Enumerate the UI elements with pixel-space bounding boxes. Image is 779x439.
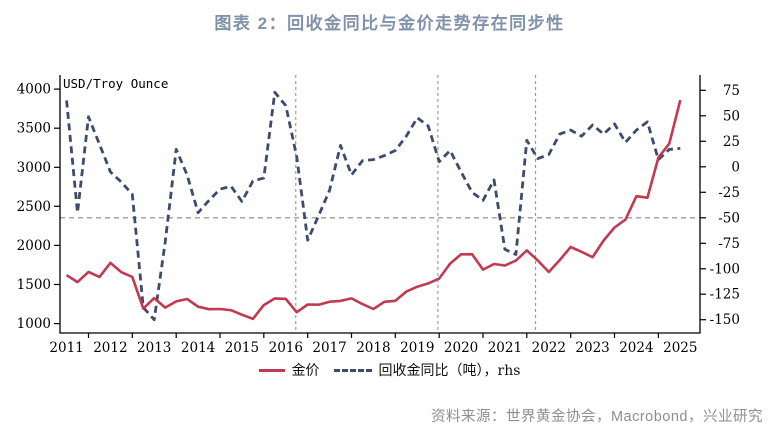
right-axis-tick-label: -75: [718, 236, 740, 252]
x-axis-year-label: 2013: [137, 340, 171, 356]
right-axis-tick-label: -25: [718, 185, 740, 201]
left-axis-tick-label: 2000: [17, 238, 51, 254]
left-axis-tick-label: 1000: [17, 316, 51, 332]
x-axis-year-label: 2014: [181, 340, 215, 356]
x-axis-year-label: 2017: [312, 340, 346, 356]
recycled-line-swatch-icon: [333, 368, 372, 372]
right-axis-tick-label: -150: [710, 312, 740, 328]
x-axis-year-label: 2012: [93, 340, 127, 356]
x-axis-year-label: 2025: [663, 340, 697, 356]
source-credit: 资料来源：世界黄金协会，Macrobond，兴业研究: [430, 409, 763, 425]
x-axis-year-label: 2011: [49, 340, 83, 356]
left-axis-tick-label: 3000: [17, 160, 51, 176]
left-axis-tick-label: 2500: [17, 199, 51, 215]
x-axis-year-label: 2022: [532, 340, 566, 356]
chart-title: 图表 2：回收金同比与金价走势存在同步性: [214, 14, 565, 33]
right-axis-tick-label: 75: [723, 83, 740, 99]
left-axis-tick-label: 3500: [17, 121, 51, 137]
right-axis-tick-label: 0: [731, 159, 740, 175]
left-axis-tick-label: 4000: [17, 82, 51, 98]
chart-legend: 金价 回收金同比（吨），rhs: [0, 360, 779, 380]
left-axis-tick-label: 1500: [17, 277, 51, 293]
legend-item-recycled: 回收金同比（吨），rhs: [333, 360, 521, 380]
legend-label-gold: 金价: [291, 363, 320, 379]
x-axis-year-label: 2019: [400, 340, 434, 356]
x-axis-year-label: 2020: [444, 340, 478, 356]
recycled-gold-yoy-line: [65, 90, 681, 322]
right-axis-tick-label: 50: [723, 108, 740, 124]
right-axis-tick-label: 25: [723, 134, 740, 150]
legend-item-gold: 金价: [258, 360, 320, 380]
right-axis-tick-label: -100: [710, 261, 740, 277]
right-axis-tick-label: -125: [710, 287, 740, 303]
x-axis-year-label: 2024: [619, 340, 653, 356]
axis-frame: [59, 75, 701, 334]
left-axis-unit-label: USD/Troy Ounce: [63, 76, 168, 91]
x-axis-year-label: 2023: [575, 340, 609, 356]
x-axis-year-label: 2016: [269, 340, 303, 356]
legend-label-recycled: 回收金同比（吨），rhs: [378, 363, 521, 379]
right-axis-tick-label: -50: [718, 210, 740, 226]
gold-line-swatch-icon: [258, 368, 285, 372]
x-axis-year-label: 2021: [488, 340, 522, 356]
x-axis-year-label: 2018: [356, 340, 390, 356]
x-axis-year-label: 2015: [225, 340, 259, 356]
gold-price-line: [65, 99, 682, 321]
